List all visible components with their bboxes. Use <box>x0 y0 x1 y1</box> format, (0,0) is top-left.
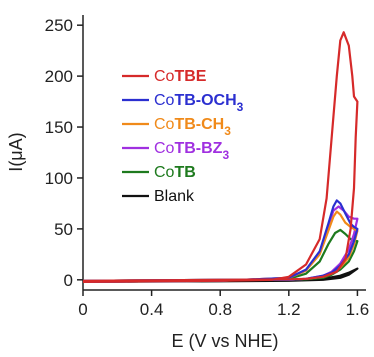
legend-label-bold: TBE <box>174 68 206 85</box>
legend-label: CoTB-BZ3 <box>154 140 229 162</box>
legend-label-prefix: Co <box>154 68 175 85</box>
legend-label: CoTB <box>154 164 196 181</box>
x-axis-title: E (V vs NHE) <box>171 331 278 351</box>
y-tick-label: 0 <box>64 271 73 290</box>
legend-label-prefix: Co <box>154 116 175 133</box>
y-tick-label: 150 <box>45 118 73 137</box>
legend-label: CoTB-CH3 <box>154 116 231 138</box>
legend-label-subscript: 3 <box>237 100 244 114</box>
x-tick-label: 0 <box>78 300 87 319</box>
legend-label: CoTB-OCH3 <box>154 92 244 114</box>
y-tick-label: 50 <box>54 220 73 239</box>
legend-label: Blank <box>154 188 195 205</box>
legend-label-bold: TB <box>174 164 195 181</box>
y-ticks: 0 50 100 150 200 250 <box>45 16 83 290</box>
x-tick-label: 0.8 <box>208 300 232 319</box>
x-ticks: 0 0.4 0.8 1.2 1.6 <box>78 290 369 319</box>
legend-label-bold: TB-OCH <box>174 92 236 109</box>
y-axis-title: I(μA) <box>6 132 26 171</box>
legend-label-prefix: Co <box>154 164 175 181</box>
y-tick-label: 100 <box>45 169 73 188</box>
y-tick-label: 200 <box>45 67 73 86</box>
legend-label-prefix: Co <box>154 92 175 109</box>
legend-label-text: Blank <box>154 188 195 205</box>
legend-label-subscript: 3 <box>224 124 231 138</box>
legend-label-subscript: 3 <box>222 148 229 162</box>
series-layer <box>82 31 359 283</box>
legend-label-prefix: Co <box>154 140 175 157</box>
legend-label-bold: TB-BZ <box>174 140 222 157</box>
y-tick-label: 250 <box>45 16 73 35</box>
x-tick-label: 1.6 <box>346 300 370 319</box>
series-line-0 <box>82 31 359 283</box>
legend-label: CoTBE <box>154 68 207 85</box>
x-tick-label: 0.4 <box>140 300 164 319</box>
x-tick-label: 1.2 <box>277 300 301 319</box>
legend-label-bold: TB-CH <box>174 116 224 133</box>
